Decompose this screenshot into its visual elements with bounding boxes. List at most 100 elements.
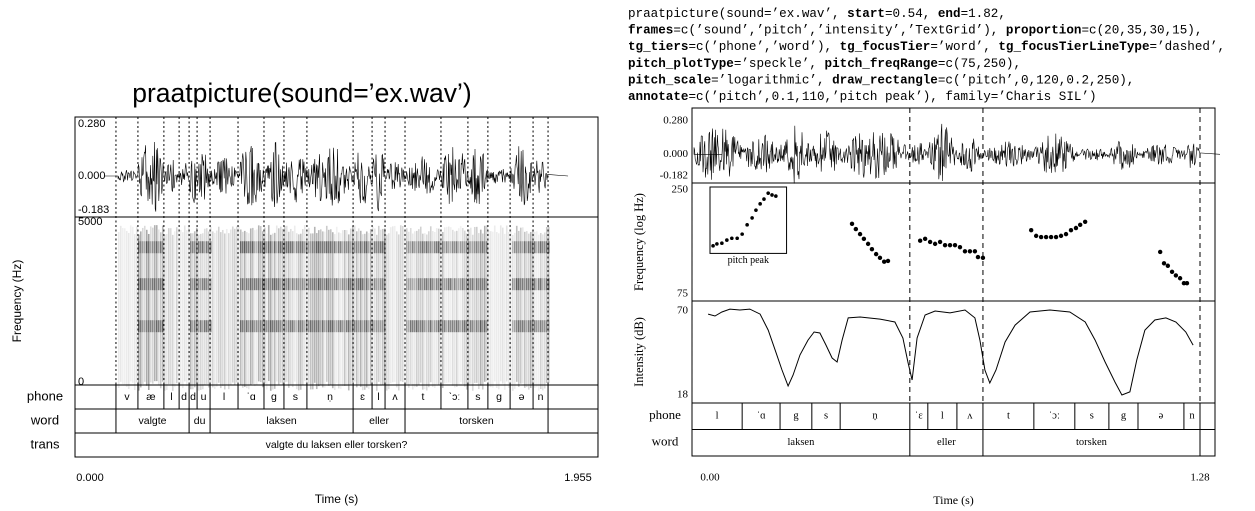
code-keyword: end — [938, 7, 961, 21]
spectrogram-formant — [263, 241, 266, 254]
spectrogram-formant — [439, 241, 442, 254]
spectrogram-formant — [261, 320, 264, 333]
spectrogram-column — [123, 228, 126, 385]
spectrogram-formant — [515, 241, 518, 254]
spectrogram-formant — [435, 241, 438, 254]
code-text: praatpicture(sound=’ex.wav’, — [628, 7, 847, 21]
spectrogram-formant — [265, 278, 268, 291]
spectrogram-column — [237, 225, 240, 382]
spectrogram-formant — [299, 320, 302, 333]
pitch-point — [962, 249, 968, 254]
spectrogram-column — [399, 225, 402, 382]
spectrogram-formant — [545, 278, 548, 291]
panel: praatpicture(sound=’ex.wav’) 0.280 0.000 -0… — [10, 78, 599, 506]
spectrogram-column — [201, 233, 204, 390]
spectrogram-column — [377, 225, 380, 382]
spectrogram-formant — [523, 320, 526, 333]
spectrogram-formant — [161, 320, 164, 333]
spectrogram-column — [389, 227, 392, 384]
spectrogram-formant — [209, 320, 212, 333]
spectrogram-column — [303, 225, 306, 382]
spectrogram-column — [313, 226, 316, 383]
spectrogram-formant — [141, 320, 144, 333]
spectrogram-column — [299, 233, 302, 390]
spectrogram-formant — [511, 278, 514, 291]
spectrogram-column — [215, 230, 218, 387]
spectrogram-formant — [519, 320, 522, 333]
spectrogram-column — [371, 226, 374, 383]
spectrogram-formant — [287, 241, 290, 254]
spectrogram-formant — [277, 278, 280, 291]
spectrogram-formant — [459, 320, 462, 333]
spectrogram-formant — [153, 320, 156, 333]
spectrogram-formant — [341, 241, 344, 254]
wave-tick-label: -0.183 — [78, 204, 109, 216]
spectrogram-formant — [527, 278, 530, 291]
spec-tick-label: 0 — [78, 376, 84, 388]
spectrogram-formant — [189, 278, 192, 291]
spectrogram-formant — [313, 241, 316, 254]
code-keyword: pitch_scale — [628, 74, 711, 88]
spectrogram-column — [485, 225, 488, 382]
spectrogram-formant — [543, 278, 546, 291]
spectrogram-formant — [201, 241, 204, 254]
spectrogram-column — [395, 231, 398, 388]
spectrogram-formant — [421, 278, 424, 291]
spectrogram-formant — [547, 320, 550, 333]
spectrogram-column — [131, 226, 134, 383]
spectrogram-formant — [473, 241, 476, 254]
spectrogram-column — [393, 225, 396, 382]
spectrogram-formant — [281, 278, 284, 291]
spectrogram-formant — [451, 241, 454, 254]
tier-label: ə — [1159, 411, 1164, 422]
spectrogram-column — [197, 234, 200, 391]
spectrogram-column — [469, 227, 472, 384]
spectrogram-column — [281, 228, 284, 385]
spectrogram-formant — [265, 320, 268, 333]
spectrogram-formant — [429, 278, 432, 291]
spectrogram-formant — [363, 278, 366, 291]
spectrogram-formant — [145, 320, 148, 333]
spectrogram-formant — [147, 278, 150, 291]
spectrogram-formant — [375, 320, 378, 333]
spectrogram-column — [219, 232, 222, 389]
spectrogram-formant — [409, 320, 412, 333]
spectrogram-formant — [267, 320, 270, 333]
spectrogram-formant — [159, 278, 162, 291]
spectrogram-formant — [143, 278, 146, 291]
spectrogram-formant — [275, 241, 278, 254]
spectrogram-formant — [321, 320, 324, 333]
spectrogram-formant — [333, 278, 336, 291]
spectrogram-formant — [195, 241, 198, 254]
spectrogram-column — [245, 232, 248, 389]
spectrogram-column — [545, 227, 548, 384]
spectrogram-formant — [285, 241, 288, 254]
spectrogram-formant — [151, 241, 154, 254]
spectrogram-formant — [359, 320, 362, 333]
spectrogram-formant — [411, 241, 414, 254]
spectrogram-formant — [377, 320, 380, 333]
tier-label: ṇ — [872, 411, 878, 422]
spectrogram-column — [437, 228, 440, 385]
spectrogram-formant — [253, 278, 256, 291]
pitch-point — [1173, 273, 1179, 278]
spectrogram-column — [353, 225, 356, 382]
code-text: =’speckle’, — [734, 57, 825, 71]
spectrogram-formant — [315, 278, 318, 291]
spectrogram-formant — [475, 278, 478, 291]
spectrogram-formant — [473, 320, 476, 333]
spectrogram-formant — [431, 241, 434, 254]
spectrogram-formant — [539, 320, 542, 333]
spectrogram-formant — [203, 278, 206, 291]
spectrogram-column — [451, 229, 454, 386]
code-text: =c(20,35,30,15), — [1081, 24, 1202, 38]
spectrogram-formant — [447, 320, 450, 333]
spectrogram-formant — [383, 241, 386, 254]
panel: praatpicture(sound=’ex.wav’, start=0.54,… — [628, 7, 1225, 506]
spectrogram-formant — [409, 278, 412, 291]
spectrogram-formant — [323, 278, 326, 291]
spectrogram-formant — [525, 241, 528, 254]
wave-tick-label: -0.182 — [660, 170, 688, 182]
spectrogram-formant — [193, 241, 196, 254]
spectrogram-column — [319, 229, 322, 386]
